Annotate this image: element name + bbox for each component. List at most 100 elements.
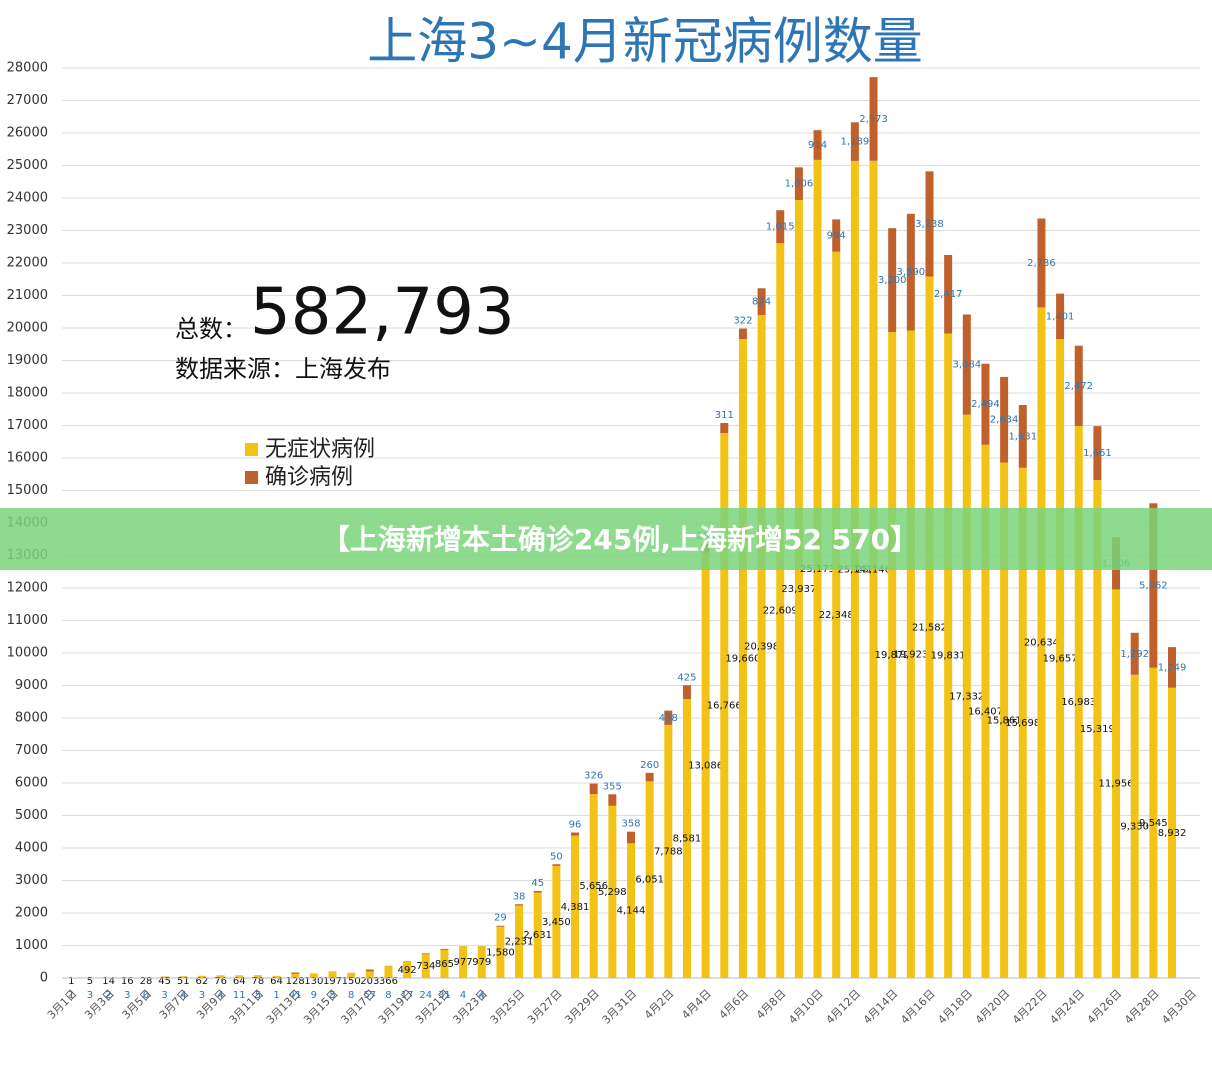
- legend-label: 确诊病例: [265, 465, 353, 490]
- bar-segment: [571, 832, 580, 836]
- data-label: 3,450: [542, 917, 571, 928]
- data-label: 2,573: [859, 114, 888, 125]
- data-label: 9,330: [1120, 821, 1149, 832]
- source: 数据来源：上海发布: [175, 355, 391, 383]
- bar-segment: [738, 328, 747, 340]
- data-label: 9: [311, 990, 317, 1001]
- data-label: 824: [752, 297, 771, 308]
- bar-segment: [253, 975, 262, 978]
- data-label: 2,417: [934, 289, 963, 300]
- data-label: 2,631: [523, 930, 552, 941]
- data-label: 865: [435, 959, 454, 970]
- bar-segment: [291, 973, 300, 978]
- data-label: 2,472: [1064, 381, 1093, 392]
- bar-segment: [682, 699, 691, 978]
- data-label: 425: [677, 672, 696, 683]
- bar-segment: [627, 843, 635, 978]
- bar-segment: [1037, 218, 1046, 308]
- data-label: 4,381: [561, 902, 590, 913]
- data-label: 1,931: [1008, 431, 1037, 442]
- bar-segment: [776, 210, 785, 244]
- data-label: 15,319: [1080, 724, 1115, 735]
- y-tick-label: 7000: [15, 743, 48, 758]
- data-label: 20,398: [744, 642, 779, 653]
- data-label: 24: [419, 990, 432, 1001]
- data-label: 64: [233, 976, 246, 987]
- data-label: 150: [342, 976, 361, 987]
- data-label: 326: [584, 771, 603, 782]
- data-label: 5: [329, 990, 335, 1001]
- bar-segment: [552, 864, 561, 866]
- data-label: 4: [217, 990, 223, 1001]
- bar-segment: [1000, 376, 1009, 463]
- data-label: 14: [102, 976, 115, 987]
- bar-segment: [664, 710, 673, 725]
- y-tick-label: 19000: [7, 353, 48, 368]
- y-tick-label: 4000: [15, 841, 48, 856]
- data-label: 8: [348, 990, 354, 1001]
- bar-segment: [403, 962, 412, 978]
- bar-segment: [1018, 405, 1027, 468]
- data-label: 16,983: [1061, 697, 1096, 708]
- bar-segment: [421, 954, 430, 978]
- y-tick-label: 18000: [7, 386, 48, 401]
- y-tick-label: 22000: [7, 256, 48, 271]
- bar-segment: [1093, 426, 1102, 481]
- data-label: 994: [827, 231, 846, 242]
- data-label: 5,062: [1139, 581, 1168, 592]
- data-label: 1,249: [1158, 662, 1187, 673]
- data-label: 5: [87, 976, 93, 987]
- bar-segment: [552, 865, 561, 978]
- data-label: 197: [323, 976, 342, 987]
- data-label: 0: [143, 990, 149, 1001]
- data-label: 1,292: [1120, 649, 1149, 660]
- bar-segment: [1018, 467, 1027, 978]
- data-label: 1,580: [486, 947, 515, 958]
- legend-label: 无症状病例: [265, 437, 375, 462]
- data-label: 45: [158, 976, 171, 987]
- bar-segment: [440, 948, 449, 950]
- bar-segment: [832, 219, 841, 252]
- data-label: 3: [124, 990, 130, 1001]
- y-tick-label: 9000: [15, 678, 48, 693]
- data-label: 492: [398, 965, 417, 976]
- data-label: 16,766: [707, 701, 742, 712]
- legend-swatch: [245, 471, 258, 484]
- data-label: 16: [121, 976, 134, 987]
- data-label: 2,231: [505, 937, 534, 948]
- data-label: 76: [214, 976, 227, 987]
- bar-segment: [757, 315, 766, 978]
- bar-segment: [944, 254, 953, 334]
- bar-segment: [701, 552, 710, 978]
- y-tick-label: 10000: [7, 646, 48, 661]
- bar-segment: [1000, 462, 1009, 979]
- legend-swatch: [245, 443, 258, 456]
- bar-segment: [589, 783, 598, 795]
- data-label: 22,348: [819, 610, 854, 621]
- bar-segment: [962, 314, 971, 415]
- bar-segment: [1130, 674, 1139, 978]
- y-tick-label: 17000: [7, 418, 48, 433]
- data-label: 322: [733, 316, 752, 327]
- y-tick-label: 11000: [7, 613, 48, 628]
- data-label: 28: [140, 976, 153, 987]
- bar-segment: [496, 925, 505, 927]
- data-label: 979: [472, 957, 491, 968]
- data-label: 128: [286, 976, 305, 987]
- bar-segment: [235, 975, 244, 978]
- y-tick-label: 3000: [15, 873, 48, 888]
- data-label: 20,634: [1024, 638, 1059, 649]
- bar-segment: [925, 171, 934, 277]
- bar-segment: [1168, 687, 1177, 978]
- bar-segment: [981, 363, 990, 445]
- data-label: 3: [199, 990, 205, 1001]
- data-label: 1,006: [785, 179, 814, 190]
- bar-segment: [589, 794, 598, 978]
- data-label: 3,084: [952, 360, 981, 371]
- data-label: 8,932: [1158, 828, 1187, 839]
- y-tick-label: 26000: [7, 126, 48, 141]
- data-label: 15,861: [987, 715, 1022, 726]
- bar-segment: [440, 949, 449, 978]
- bar-segment: [197, 975, 206, 978]
- data-label: 64: [270, 976, 283, 987]
